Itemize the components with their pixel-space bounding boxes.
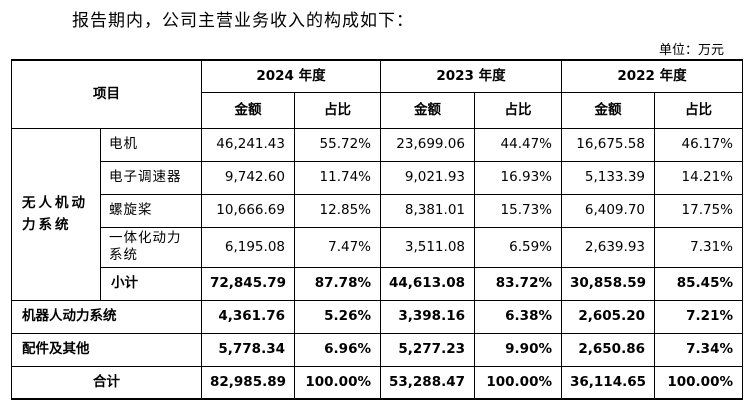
cell-value: 100.00% <box>294 365 381 400</box>
header-row-years: 项目 2024 年度 2023 年度 2022 年度 <box>11 59 743 129</box>
cell-value: 72,845.79 <box>201 266 295 301</box>
cell-value: 16.93% <box>474 160 562 195</box>
cell-value: 100.00% <box>474 365 562 400</box>
cell-value: 6.59% <box>474 226 562 268</box>
table-row: 螺旋桨 10,666.69 12.85% 8,381.01 15.73% 6,4… <box>12 193 743 228</box>
cell-value: 16,675.58 <box>561 127 655 162</box>
cell-value: 7.21% <box>654 299 743 334</box>
cell-value: 9,021.93 <box>380 160 475 195</box>
row-label: 电机 <box>100 127 202 162</box>
cell-value: 36,114.65 <box>561 365 655 400</box>
header-item: 项目 <box>11 59 202 129</box>
cell-value: 83.72% <box>474 266 562 301</box>
cell-value: 5.26% <box>294 299 381 334</box>
row-label-robot: 机器人动力系统 <box>11 299 202 334</box>
cell-value: 44.47% <box>474 127 562 162</box>
header-amount: 金额 <box>561 91 655 129</box>
cell-value: 46,241.43 <box>201 127 295 162</box>
cell-value: 82,985.89 <box>201 365 295 400</box>
cell-value: 4,361.76 <box>201 299 295 334</box>
header-row-metrics: 金额 占比 金额 占比 金额 占比 <box>12 91 743 129</box>
row-label: 一体化动力系统 <box>100 226 202 268</box>
table-row: 一体化动力系统 6,195.08 7.47% 3,511.08 6.59% 2,… <box>12 226 743 268</box>
table-row: 电子调速器 9,742.60 11.74% 9,021.93 16.93% 5,… <box>12 160 743 195</box>
cell-value: 100.00% <box>654 365 743 400</box>
cell-value: 12.85% <box>294 193 381 228</box>
unit-label: 单位：万元 <box>658 43 724 58</box>
header-year-2023: 2023 年度 <box>380 59 562 93</box>
header-amount: 金额 <box>201 91 295 129</box>
cell-value: 5,778.34 <box>201 332 295 367</box>
cell-value: 3,511.08 <box>380 226 475 268</box>
cell-value: 53,288.47 <box>380 365 475 400</box>
cell-value: 3,398.16 <box>380 299 475 334</box>
table-row: 机器人动力系统 4,361.76 5.26% 3,398.16 6.38% 2,… <box>11 299 743 334</box>
group-label-drone: 无人机动力系统 <box>11 127 101 301</box>
cell-value: 6,409.70 <box>561 193 655 228</box>
cell-value: 9.90% <box>474 332 562 367</box>
cell-value: 23,699.06 <box>380 127 475 162</box>
revenue-composition-table: 项目 2024 年度 2023 年度 2022 年度 金额 占比 金额 占比 金… <box>11 59 743 400</box>
header-ratio: 占比 <box>654 91 743 129</box>
row-label: 电子调速器 <box>100 160 202 195</box>
cell-value: 7.34% <box>654 332 743 367</box>
cell-value: 7.31% <box>654 226 743 268</box>
cell-value: 8,381.01 <box>380 193 475 228</box>
table-row: 无人机动力系统 电机 46,241.43 55.72% 23,699.06 44… <box>11 127 743 301</box>
cell-value: 6.38% <box>474 299 562 334</box>
cell-value: 87.78% <box>294 266 381 301</box>
header-ratio: 占比 <box>294 91 381 129</box>
total-row: 合计 82,985.89 100.00% 53,288.47 100.00% 3… <box>11 365 743 400</box>
cell-value: 10,666.69 <box>201 193 295 228</box>
cell-value: 30,858.59 <box>561 266 655 301</box>
header-year-2024: 2024 年度 <box>201 59 381 93</box>
cell-value: 2,650.86 <box>561 332 655 367</box>
cell-value: 15.73% <box>474 193 562 228</box>
cell-value: 44,613.08 <box>380 266 475 301</box>
row-label: 螺旋桨 <box>100 193 202 228</box>
cell-value: 9,742.60 <box>201 160 295 195</box>
intro-text: 报告期内，公司主营业务收入的构成如下： <box>72 11 414 31</box>
cell-value: 7.47% <box>294 226 381 268</box>
row-label-parts: 配件及其他 <box>11 332 202 367</box>
cell-value: 6.96% <box>294 332 381 367</box>
cell-value: 85.45% <box>654 266 743 301</box>
total-label: 合计 <box>11 365 202 400</box>
cell-value: 14.21% <box>654 160 743 195</box>
header-year-2022: 2022 年度 <box>561 59 743 93</box>
subtotal-label: 小计 <box>100 266 202 301</box>
header-ratio: 占比 <box>474 91 562 129</box>
cell-value: 5,133.39 <box>561 160 655 195</box>
subtotal-row: 小计 72,845.79 87.78% 44,613.08 83.72% 30,… <box>12 266 743 301</box>
cell-value: 2,639.93 <box>561 226 655 268</box>
cell-value: 6,195.08 <box>201 226 295 268</box>
table-row: 配件及其他 5,778.34 6.96% 5,277.23 9.90% 2,65… <box>11 332 743 367</box>
cell-value: 46.17% <box>654 127 743 162</box>
cell-value: 17.75% <box>654 193 743 228</box>
cell-value: 5,277.23 <box>380 332 475 367</box>
header-amount: 金额 <box>380 91 475 129</box>
cell-value: 55.72% <box>294 127 381 162</box>
cell-value: 2,605.20 <box>561 299 655 334</box>
cell-value: 11.74% <box>294 160 381 195</box>
